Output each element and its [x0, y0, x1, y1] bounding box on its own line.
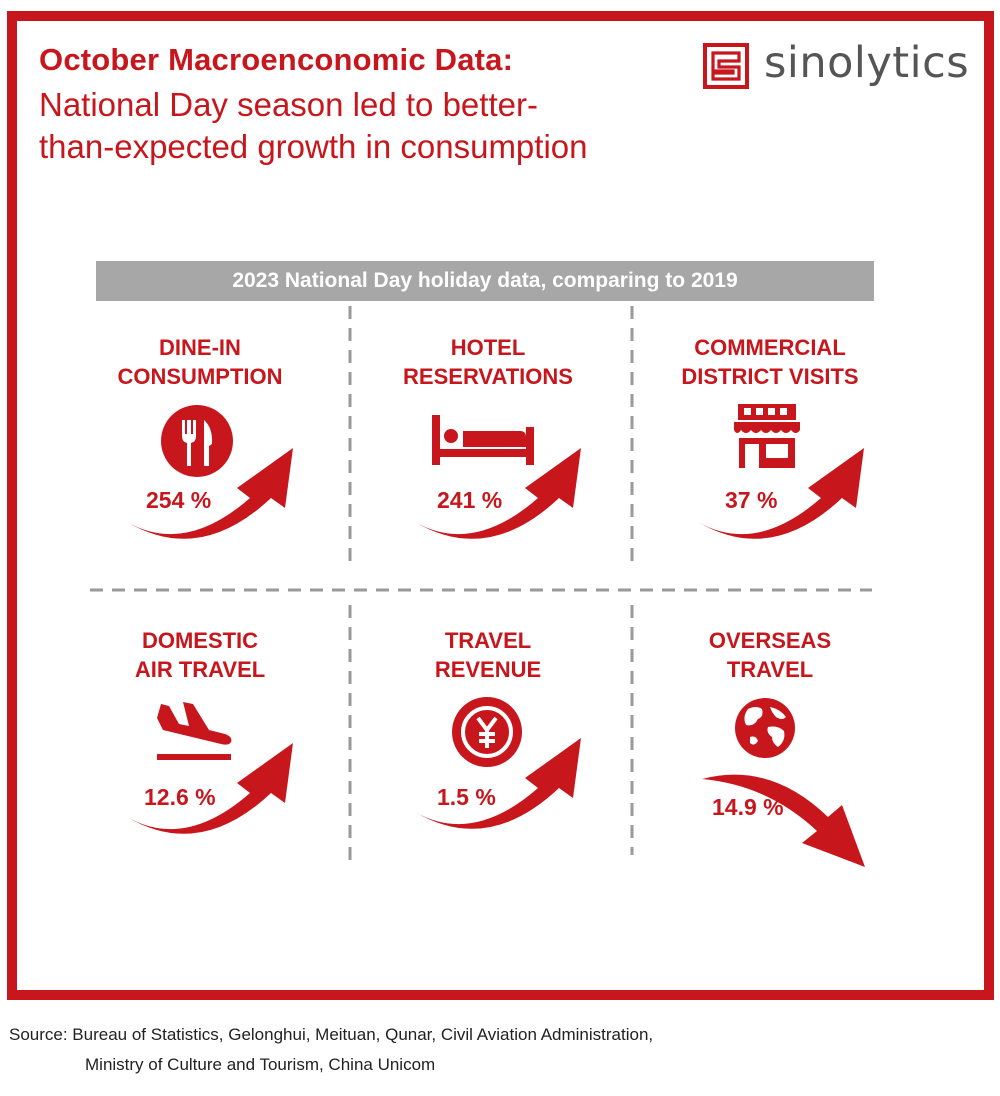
- airplane-landing-icon: [157, 702, 232, 760]
- stat-label-hotel: HOTEL RESERVATIONS: [403, 335, 573, 389]
- stat-label-commercial: COMMERCIAL DISTRICT VISITS: [681, 335, 859, 389]
- subtitle-line-1: National Day season led to better-: [39, 86, 538, 123]
- section-banner: 2023 National Day holiday data, comparin…: [96, 261, 874, 301]
- up-trend-arrow: [127, 743, 293, 834]
- stat-label-domestic-air: DOMESTIC AIR TRAVEL: [134, 628, 266, 682]
- stat-value-overseas: 14.9 %: [712, 794, 784, 820]
- down-trend-arrow: [702, 774, 865, 867]
- yuan-coin-icon: [452, 697, 522, 767]
- stat-value-dine-in: 254 %: [146, 487, 212, 513]
- stat-value-hotel: 241 %: [437, 487, 503, 513]
- stat-value-domestic-air: 12.6 %: [144, 784, 216, 810]
- up-trend-arrow: [415, 448, 581, 539]
- stat-value-travel-revenue: 1.5 %: [437, 784, 496, 810]
- storefront-icon: [734, 404, 800, 468]
- source-note: Source: Bureau of Statistics, Gelonghui,…: [9, 1025, 654, 1074]
- fork-knife-icon: [161, 405, 233, 477]
- up-trend-arrow: [415, 738, 581, 829]
- stat-label-dine-in: DINE-IN CONSUMPTION: [117, 335, 283, 389]
- sinolytics-logo-icon: [703, 43, 749, 89]
- up-trend-arrow: [127, 448, 293, 539]
- stat-label-overseas: OVERSEAS TRAVEL: [708, 628, 832, 682]
- brand-name: sinolytics: [764, 38, 970, 88]
- subtitle-line-2: than-expected growth in consumption: [39, 128, 588, 165]
- stat-value-commercial: 37 %: [725, 487, 778, 513]
- bed-icon: [432, 415, 534, 465]
- globe-icon: [735, 698, 795, 758]
- up-trend-arrow: [698, 448, 864, 539]
- page-title: October Macroenconomic Data:: [39, 42, 514, 77]
- stat-label-travel-revenue: TRAVEL REVENUE: [434, 628, 542, 682]
